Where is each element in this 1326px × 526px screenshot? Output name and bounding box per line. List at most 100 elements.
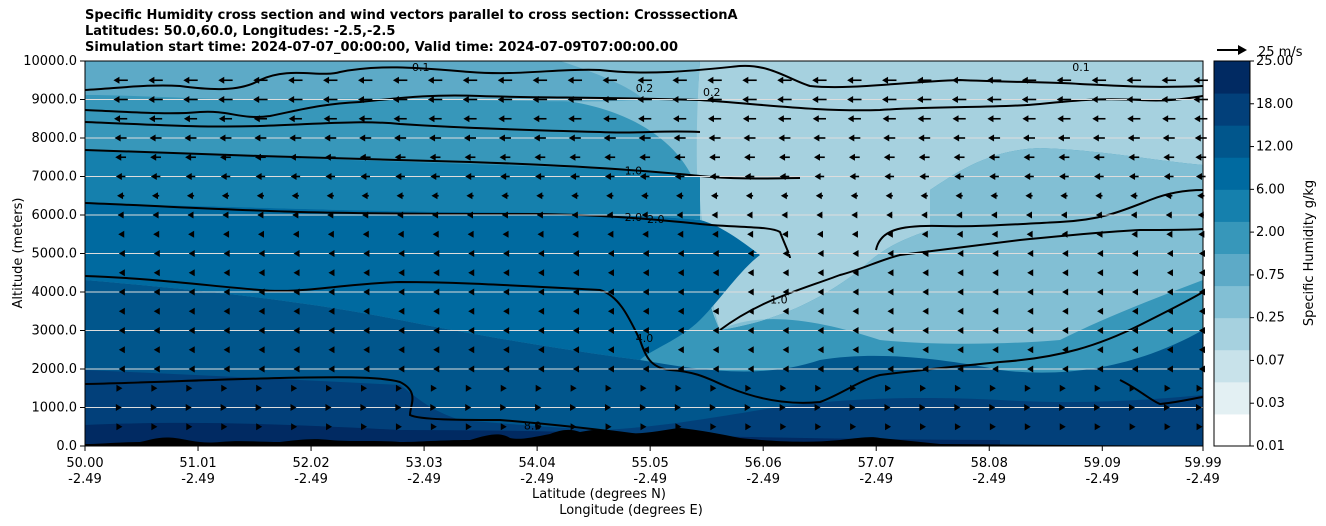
wind-vector bbox=[468, 288, 475, 296]
wind-vector bbox=[1097, 250, 1104, 257]
contour-line-8.0-low bbox=[1119, 379, 1203, 406]
wind-vector bbox=[922, 269, 929, 277]
contour-label: 4.0 bbox=[636, 332, 654, 345]
wind-vector bbox=[916, 76, 932, 84]
colorbar-tick-label: 12.00 bbox=[1256, 140, 1293, 155]
wind-vector bbox=[573, 250, 580, 257]
wind-vector bbox=[116, 384, 123, 392]
wind-vector bbox=[258, 307, 265, 315]
contour-label: 1.0 bbox=[770, 294, 788, 307]
wind-vector bbox=[812, 96, 827, 103]
y-axis-label: Altitude (meters) bbox=[11, 198, 26, 309]
wind-vector bbox=[1097, 327, 1104, 334]
wind-vector bbox=[991, 230, 998, 238]
wind-vector bbox=[118, 346, 125, 354]
wind-vector bbox=[291, 192, 299, 200]
wind-vector bbox=[885, 192, 893, 200]
wind-vector bbox=[1127, 134, 1140, 142]
wind-vector bbox=[328, 307, 335, 315]
wind-vector bbox=[186, 423, 193, 431]
x-tick-latitude: 59.99 bbox=[1184, 456, 1221, 471]
wind-vector bbox=[258, 346, 265, 354]
wind-vector bbox=[642, 346, 649, 354]
wind-vector bbox=[258, 327, 265, 334]
y-tick-label: 8000.0 bbox=[32, 131, 78, 146]
wind-vector bbox=[1062, 365, 1069, 373]
wind-vector bbox=[185, 404, 192, 411]
wind-vector bbox=[992, 327, 999, 334]
wind-vector bbox=[258, 250, 265, 257]
x-tick-longitude: -2.49 bbox=[1186, 472, 1220, 487]
wind-vectors bbox=[113, 76, 1208, 431]
colorbar-swatch bbox=[1214, 189, 1250, 222]
wind-vector bbox=[604, 173, 615, 180]
wind-vector bbox=[919, 404, 926, 411]
wind-vector bbox=[428, 115, 442, 123]
x-axis-label-longitude: Longitude (degrees E) bbox=[559, 503, 703, 518]
wind-vector bbox=[607, 307, 614, 315]
wind-vector bbox=[847, 96, 862, 103]
wind-vector bbox=[709, 153, 720, 161]
wind-vector bbox=[953, 153, 965, 161]
wind-vector bbox=[954, 423, 961, 431]
wind-vector bbox=[742, 96, 757, 103]
y-tick-label: 7000.0 bbox=[32, 170, 78, 185]
wind-vector bbox=[186, 192, 195, 200]
wind-vector bbox=[223, 288, 230, 296]
wind-vector bbox=[570, 404, 577, 411]
wind-vector bbox=[1056, 96, 1072, 103]
wind-vector bbox=[606, 192, 614, 200]
wind-vector bbox=[223, 346, 230, 354]
wind-vector bbox=[884, 173, 895, 180]
wind-vector bbox=[779, 153, 790, 161]
wind-vector bbox=[886, 230, 893, 238]
y-axis: 0.0 1000.0 2000.0 3000.0 4000.0 5000.0 6000.0 7… bbox=[23, 54, 85, 454]
wind-vector bbox=[951, 76, 967, 84]
wind-vector bbox=[185, 173, 196, 180]
wind-vector bbox=[957, 365, 964, 373]
wind-vector bbox=[223, 327, 230, 334]
wind-vector bbox=[1196, 384, 1203, 392]
contour-line-1.0-upper bbox=[719, 228, 1203, 331]
wind-vector bbox=[606, 211, 613, 219]
wind-vector bbox=[568, 134, 581, 142]
contour-line-0.5 bbox=[85, 121, 701, 134]
wind-vector bbox=[1164, 423, 1171, 431]
wind-vector bbox=[779, 173, 790, 180]
wind-vector bbox=[1132, 346, 1139, 354]
wind-vector bbox=[992, 269, 999, 277]
x-tick-latitude: 59.09 bbox=[1084, 456, 1121, 471]
wind-vector bbox=[986, 76, 1002, 84]
wind-vector bbox=[677, 250, 684, 257]
wind-vector bbox=[707, 76, 722, 84]
wind-vector bbox=[148, 96, 163, 103]
wind-vector bbox=[887, 346, 894, 354]
terrain bbox=[85, 428, 1203, 446]
colorbar: 0.01 0.03 0.07 0.25 0.75 2.00 6.00 12.00 18.00 25… bbox=[1213, 54, 1293, 454]
wind-vector bbox=[747, 365, 754, 373]
wind-vector bbox=[957, 288, 964, 296]
wind-vector bbox=[782, 327, 789, 334]
wind-vector bbox=[361, 192, 369, 200]
wind-vector bbox=[814, 173, 825, 180]
x-tick-longitude: -2.49 bbox=[68, 472, 102, 487]
wind-vector bbox=[603, 134, 616, 142]
wind-vector bbox=[534, 153, 546, 161]
wind-vector bbox=[852, 250, 859, 257]
wind-vector bbox=[782, 250, 789, 257]
wind-vector bbox=[392, 96, 408, 103]
wind-vector bbox=[1097, 269, 1104, 277]
wind-vector bbox=[363, 327, 370, 334]
colorbar-frame bbox=[1213, 60, 1251, 447]
wind-vector bbox=[780, 423, 787, 431]
wind-vector bbox=[398, 307, 405, 315]
wind-vector bbox=[1062, 250, 1069, 257]
wind-vector bbox=[742, 76, 757, 84]
wind-vector bbox=[363, 288, 370, 296]
wind-vector bbox=[1097, 346, 1104, 354]
wind-vector bbox=[920, 192, 928, 200]
y-tick-label: 9000.0 bbox=[32, 93, 78, 108]
wind-vector bbox=[433, 307, 440, 315]
wind-vector bbox=[465, 423, 472, 431]
wind-vector bbox=[1097, 307, 1104, 315]
